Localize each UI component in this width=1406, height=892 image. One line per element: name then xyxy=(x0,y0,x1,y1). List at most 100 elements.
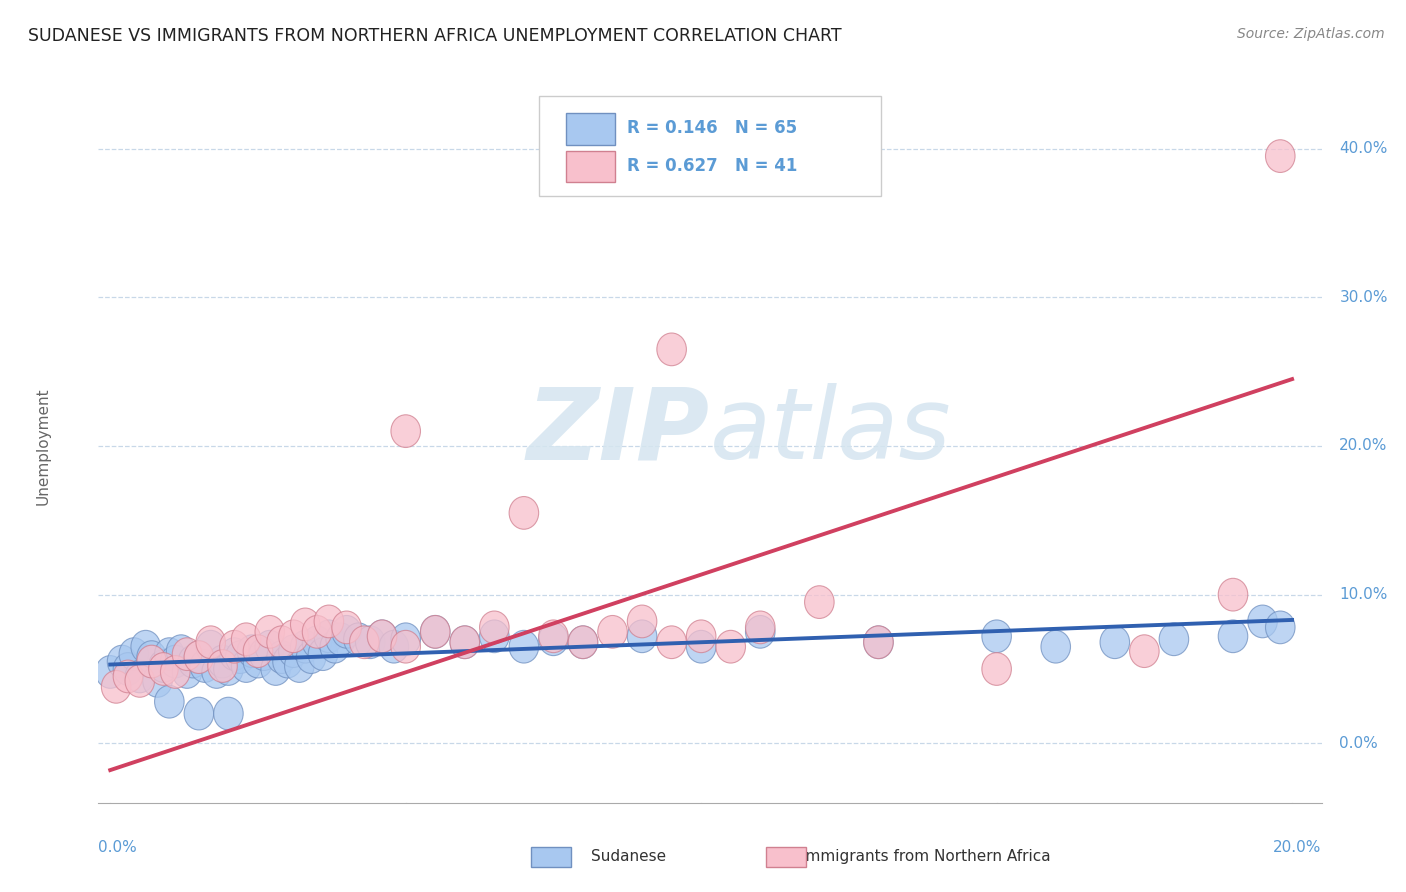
Text: Immigrants from Northern Africa: Immigrants from Northern Africa xyxy=(801,849,1052,863)
Ellipse shape xyxy=(804,586,834,618)
Ellipse shape xyxy=(243,635,273,667)
Ellipse shape xyxy=(214,653,243,685)
Ellipse shape xyxy=(450,626,479,658)
Ellipse shape xyxy=(367,620,396,653)
Ellipse shape xyxy=(657,333,686,366)
Ellipse shape xyxy=(208,649,238,682)
Ellipse shape xyxy=(343,623,373,656)
Text: ZIP: ZIP xyxy=(527,384,710,480)
Ellipse shape xyxy=(195,631,225,663)
Ellipse shape xyxy=(1218,620,1247,653)
Ellipse shape xyxy=(326,623,356,656)
Ellipse shape xyxy=(863,626,893,658)
Ellipse shape xyxy=(420,615,450,648)
Ellipse shape xyxy=(863,626,893,658)
Ellipse shape xyxy=(350,626,380,658)
Ellipse shape xyxy=(745,615,775,648)
Ellipse shape xyxy=(291,608,321,640)
Ellipse shape xyxy=(219,638,249,671)
Ellipse shape xyxy=(627,620,657,653)
Ellipse shape xyxy=(243,645,273,678)
Text: Source: ZipAtlas.com: Source: ZipAtlas.com xyxy=(1237,27,1385,41)
Ellipse shape xyxy=(686,631,716,663)
Ellipse shape xyxy=(308,638,337,671)
Ellipse shape xyxy=(627,605,657,638)
Ellipse shape xyxy=(981,620,1011,653)
FancyBboxPatch shape xyxy=(565,113,614,145)
Ellipse shape xyxy=(114,653,143,685)
Ellipse shape xyxy=(173,656,202,689)
Ellipse shape xyxy=(1099,626,1129,658)
Ellipse shape xyxy=(297,640,326,673)
Ellipse shape xyxy=(166,635,195,667)
Ellipse shape xyxy=(136,640,166,673)
Ellipse shape xyxy=(686,620,716,653)
Ellipse shape xyxy=(267,640,297,673)
Ellipse shape xyxy=(184,698,214,730)
Ellipse shape xyxy=(120,638,149,671)
Ellipse shape xyxy=(302,615,332,648)
Ellipse shape xyxy=(509,497,538,529)
Text: Sudanese: Sudanese xyxy=(591,849,665,863)
Ellipse shape xyxy=(391,623,420,656)
Ellipse shape xyxy=(155,638,184,671)
Ellipse shape xyxy=(114,660,143,693)
Text: 20.0%: 20.0% xyxy=(1274,840,1322,855)
Text: R = 0.627   N = 41: R = 0.627 N = 41 xyxy=(627,157,797,175)
Ellipse shape xyxy=(232,623,262,656)
Ellipse shape xyxy=(356,626,385,658)
Ellipse shape xyxy=(291,631,321,663)
Ellipse shape xyxy=(332,611,361,644)
Ellipse shape xyxy=(1129,635,1159,667)
Ellipse shape xyxy=(302,626,332,658)
Ellipse shape xyxy=(107,645,136,678)
FancyBboxPatch shape xyxy=(565,151,614,182)
Ellipse shape xyxy=(267,626,297,658)
Ellipse shape xyxy=(238,635,267,667)
Text: 30.0%: 30.0% xyxy=(1340,290,1388,305)
Text: 20.0%: 20.0% xyxy=(1340,439,1388,453)
Ellipse shape xyxy=(314,605,343,638)
Text: 0.0%: 0.0% xyxy=(1340,736,1378,751)
Ellipse shape xyxy=(214,698,243,730)
Ellipse shape xyxy=(479,620,509,653)
Text: Unemployment: Unemployment xyxy=(37,387,51,505)
Ellipse shape xyxy=(321,631,350,663)
Ellipse shape xyxy=(509,631,538,663)
Ellipse shape xyxy=(190,649,219,682)
Ellipse shape xyxy=(202,656,232,689)
Ellipse shape xyxy=(420,615,450,648)
Ellipse shape xyxy=(131,631,160,663)
Ellipse shape xyxy=(208,645,238,678)
Ellipse shape xyxy=(160,645,190,678)
Ellipse shape xyxy=(225,640,254,673)
Ellipse shape xyxy=(568,626,598,658)
Ellipse shape xyxy=(745,611,775,644)
Ellipse shape xyxy=(125,665,155,698)
Ellipse shape xyxy=(981,653,1011,685)
Ellipse shape xyxy=(716,631,745,663)
Ellipse shape xyxy=(1265,140,1295,172)
Ellipse shape xyxy=(380,631,409,663)
Text: 0.0%: 0.0% xyxy=(98,840,138,855)
Ellipse shape xyxy=(254,631,284,663)
Ellipse shape xyxy=(262,653,291,685)
Ellipse shape xyxy=(143,665,173,698)
Text: R = 0.146   N = 65: R = 0.146 N = 65 xyxy=(627,119,797,136)
Ellipse shape xyxy=(155,685,184,718)
Ellipse shape xyxy=(125,660,155,693)
Ellipse shape xyxy=(450,626,479,658)
Ellipse shape xyxy=(1159,623,1188,656)
Text: SUDANESE VS IMMIGRANTS FROM NORTHERN AFRICA UNEMPLOYMENT CORRELATION CHART: SUDANESE VS IMMIGRANTS FROM NORTHERN AFR… xyxy=(28,27,842,45)
Ellipse shape xyxy=(284,649,314,682)
Ellipse shape xyxy=(195,626,225,658)
Ellipse shape xyxy=(96,656,125,689)
Ellipse shape xyxy=(254,615,284,648)
Ellipse shape xyxy=(278,620,308,653)
Ellipse shape xyxy=(367,620,396,653)
Ellipse shape xyxy=(219,631,249,663)
Ellipse shape xyxy=(568,626,598,658)
FancyBboxPatch shape xyxy=(538,96,882,196)
Ellipse shape xyxy=(273,645,302,678)
Ellipse shape xyxy=(249,638,278,671)
